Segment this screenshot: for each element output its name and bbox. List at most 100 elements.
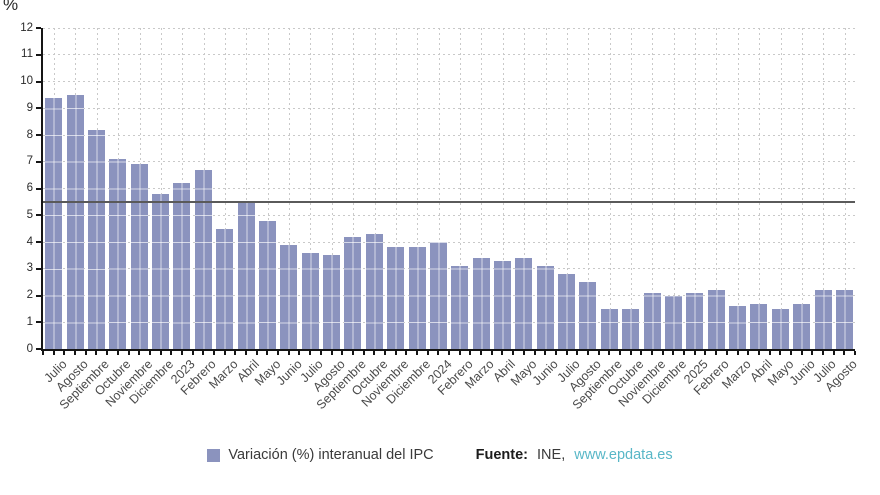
source: Fuente: INE, www.epdata.es	[476, 447, 673, 463]
gridline-vertical	[609, 28, 611, 349]
gridline-vertical	[780, 28, 782, 349]
bar[interactable]	[472, 258, 490, 349]
x-axis-tick	[757, 351, 760, 355]
bar[interactable]	[536, 266, 554, 349]
bar[interactable]	[729, 306, 746, 349]
x-axis-tick	[629, 351, 632, 355]
x-axis-tick	[512, 351, 515, 355]
source-link[interactable]: www.epdata.es	[574, 447, 673, 463]
bar[interactable]	[622, 308, 640, 349]
x-axis-tick	[52, 351, 55, 355]
x-axis-tick	[821, 351, 824, 355]
bar[interactable]	[216, 228, 234, 349]
gridline-vertical	[524, 28, 526, 349]
bar[interactable]	[451, 266, 469, 349]
bar[interactable]	[814, 290, 832, 349]
gridline-horizontal	[43, 81, 855, 82]
x-axis-tick	[661, 351, 664, 355]
x-axis-tick	[191, 351, 194, 355]
bar[interactable]	[835, 290, 853, 349]
bar[interactable]	[707, 290, 725, 349]
x-axis-tick	[373, 351, 376, 355]
x-axis-tick	[95, 351, 98, 355]
bar[interactable]	[237, 201, 255, 349]
bar[interactable]	[109, 159, 127, 349]
x-axis-tick	[811, 351, 814, 355]
x-axis-tick	[469, 351, 472, 355]
bar[interactable]	[686, 292, 704, 349]
bar[interactable]	[152, 193, 169, 349]
gridline-vertical	[652, 28, 654, 349]
x-axis-tick	[651, 351, 653, 355]
x-axis-tick	[747, 351, 750, 355]
bar[interactable]	[408, 247, 426, 349]
x-axis-tick	[597, 351, 600, 355]
gridline-horizontal	[43, 107, 855, 109]
gridline-vertical	[267, 28, 269, 349]
x-axis-tick	[554, 351, 557, 355]
x-axis-tick	[212, 351, 215, 355]
gridline-vertical	[716, 28, 718, 349]
bar[interactable]	[750, 303, 768, 349]
bar[interactable]	[579, 282, 597, 349]
bar[interactable]	[344, 236, 362, 349]
x-axis-tick	[490, 351, 493, 355]
y-axis-tick	[36, 80, 41, 83]
bar[interactable]	[793, 303, 811, 349]
x-axis-tick	[779, 351, 782, 355]
bar[interactable]	[258, 220, 276, 349]
gridline-horizontal	[43, 188, 855, 189]
x-axis-tick	[298, 351, 301, 355]
x-axis-tick	[159, 351, 162, 355]
bar[interactable]	[643, 292, 661, 349]
bar[interactable]	[558, 274, 575, 349]
bar[interactable]	[600, 308, 618, 349]
y-axis-tick	[36, 53, 41, 56]
bar[interactable]	[87, 129, 105, 349]
x-axis-tick	[544, 351, 547, 355]
x-axis-tick	[405, 351, 408, 355]
bar[interactable]	[173, 183, 191, 349]
x-axis-tick	[843, 351, 846, 355]
x-axis-tick	[426, 351, 429, 355]
gridline-horizontal	[43, 27, 855, 29]
bar[interactable]	[194, 169, 212, 349]
bar[interactable]	[493, 260, 511, 349]
bar[interactable]	[365, 234, 383, 349]
bar[interactable]	[771, 308, 789, 349]
gridline-horizontal	[43, 268, 855, 270]
x-axis-tick	[608, 351, 611, 355]
x-axis-tick	[351, 351, 354, 355]
bar[interactable]	[130, 164, 148, 349]
gridline-vertical	[844, 28, 846, 349]
x-axis-tick	[127, 351, 130, 355]
bar[interactable]	[45, 97, 63, 349]
gridline-vertical	[438, 28, 440, 349]
x-axis-tick	[362, 351, 365, 355]
x-axis-tick	[266, 351, 269, 355]
bar[interactable]	[66, 94, 84, 349]
x-axis-tick	[415, 351, 418, 355]
x-axis-tick	[170, 351, 173, 355]
gridline-vertical	[395, 28, 397, 349]
x-axis-tick	[74, 351, 77, 355]
legend-item[interactable]: Variación (%) interanual del IPC	[207, 447, 434, 463]
bar[interactable]	[429, 242, 447, 349]
x-axis-tick	[277, 351, 280, 355]
x-axis-tick	[800, 351, 803, 355]
gridline-horizontal	[43, 54, 855, 56]
y-axis-tick-label: 11	[21, 48, 33, 61]
y-axis-tick	[36, 241, 41, 243]
gridline-vertical	[801, 28, 803, 349]
bar[interactable]	[387, 247, 405, 349]
gridline-vertical	[759, 28, 761, 349]
bar[interactable]	[323, 255, 340, 349]
y-axis-tick	[36, 267, 41, 270]
x-axis-tick	[586, 351, 589, 355]
bar[interactable]	[280, 244, 298, 349]
x-axis-tick	[768, 351, 771, 355]
bar[interactable]	[664, 295, 682, 349]
bar[interactable]	[515, 258, 533, 349]
bar[interactable]	[301, 252, 319, 349]
